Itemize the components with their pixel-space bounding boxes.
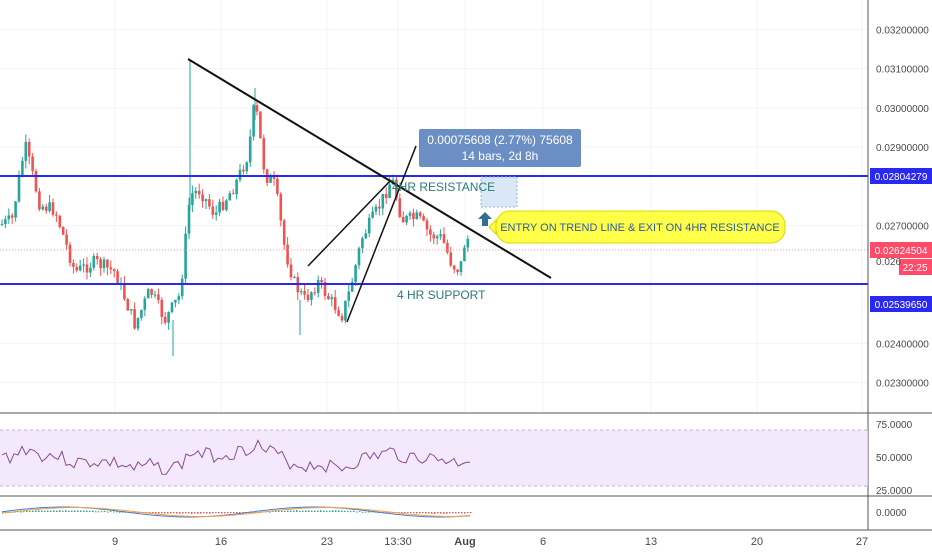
measure-tooltip-line2: 14 bars, 2d 8h	[462, 149, 539, 163]
arrow-up-icon	[478, 212, 492, 226]
support-label: 4 HR SUPPORT	[397, 288, 486, 302]
entry-callout[interactable]: ENTRY ON TREND LINE & EXIT ON 4HR RESIST…	[488, 210, 786, 244]
time-tick-7: 20	[751, 536, 763, 548]
rsi-tick-50: 50.0000	[876, 453, 913, 464]
svg-text:0.02624504: 0.02624504	[875, 246, 928, 257]
projection-box[interactable]	[480, 176, 518, 208]
time-tick-5: 6	[540, 536, 546, 548]
resistance-label: 4HR RESISTANCE	[392, 180, 495, 194]
price-pane[interactable]	[0, 0, 868, 412]
time-tick-0: 9	[112, 536, 118, 548]
price-tick-6: 0.02300000	[876, 379, 929, 390]
rsi-line	[1, 439, 471, 475]
support-price-badge: 0.02539650	[870, 296, 932, 312]
macd-tick-0: 0.0000	[876, 508, 907, 519]
measure-tooltip-line1: 0.00075608 (2.77%) 75608	[427, 133, 573, 147]
time-tick-6: 13	[645, 536, 657, 548]
time-tick-8: 27	[856, 536, 868, 548]
partial-price-tick: 0.026	[876, 257, 901, 268]
rsi-tick-25: 25.0000	[876, 486, 913, 497]
time-axis[interactable]: 9 16 23 13:30 Aug 6 13 20 27	[112, 536, 868, 548]
last-price-badge: 0.02624504 22:25	[870, 242, 932, 275]
price-tick-5: 0.02400000	[876, 339, 929, 350]
rsi-tick-75: 75.0000	[876, 420, 913, 431]
rsi-pane[interactable]	[0, 429, 868, 487]
time-tick-1: 16	[215, 536, 227, 548]
signal-line	[1, 507, 471, 517]
measure-tooltip[interactable]: 0.00075608 (2.77%) 75608 14 bars, 2d 8h	[419, 129, 581, 167]
time-tick-3: 13:30	[384, 536, 412, 548]
descending-trend-line[interactable]	[187, 58, 552, 279]
svg-text:0.02804279: 0.02804279	[875, 172, 928, 183]
price-tick-2: 0.03000000	[876, 104, 929, 115]
price-axis[interactable]: 0.03200000 0.03100000 0.03000000 0.02900000…	[876, 25, 929, 389]
ascending-trend-line[interactable]	[346, 145, 417, 323]
time-tick-2: 23	[321, 536, 333, 548]
price-tick-3: 0.02900000	[876, 143, 929, 154]
time-tick-4: Aug	[454, 536, 475, 548]
price-tick-4: 0.02700000	[876, 222, 929, 233]
price-tick-0: 0.03200000	[876, 25, 929, 36]
candle-countdown: 22:25	[902, 263, 927, 274]
price-tick-1: 0.03100000	[876, 65, 929, 76]
ascending-channel-line[interactable]	[307, 179, 392, 267]
resistance-price-badge: 0.02804279	[870, 168, 932, 184]
grid	[0, 0, 868, 412]
macd-pane[interactable]	[1, 506, 472, 518]
svg-text:0.02539650: 0.02539650	[875, 300, 928, 311]
entry-callout-text: ENTRY ON TREND LINE & EXIT ON 4HR RESIST…	[500, 222, 780, 234]
